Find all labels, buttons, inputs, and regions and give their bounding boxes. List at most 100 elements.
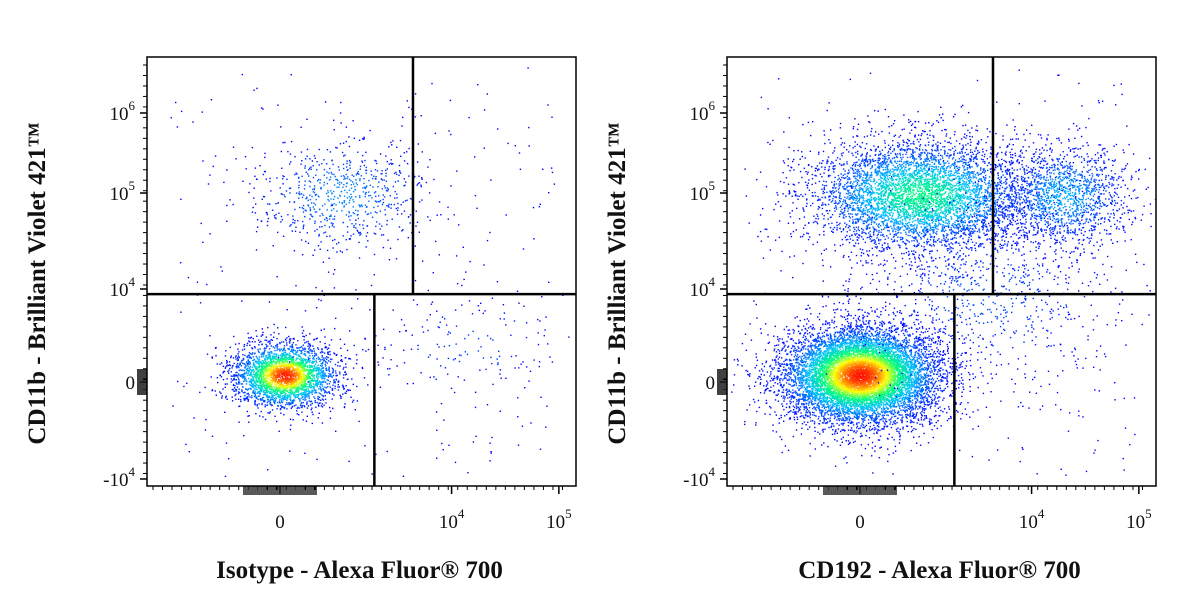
event-dot: [247, 392, 249, 395]
event-dot: [278, 375, 280, 378]
event-dot: [244, 397, 246, 400]
event-dot: [296, 173, 298, 175]
event-dot: [380, 178, 383, 180]
event-dot: [343, 178, 345, 180]
event-dot: [320, 188, 322, 190]
event-dot: [288, 394, 290, 397]
event-dot: [295, 226, 297, 228]
event-dot: [207, 183, 210, 185]
event-dot: [308, 373, 311, 375]
event-dot: [290, 350, 292, 352]
event-dot: [390, 141, 392, 144]
event-dot: [325, 346, 328, 348]
event-dot: [287, 356, 290, 358]
event-dot: [842, 342, 845, 345]
event-dot: [384, 214, 387, 216]
event-dot: [263, 368, 266, 370]
event-dot: [378, 200, 381, 203]
event-dot: [227, 364, 229, 367]
event-dot: [318, 196, 320, 198]
event-dot: [353, 175, 355, 177]
event-dot: [300, 372, 303, 374]
event-dot: [302, 381, 304, 383]
event-dot: [379, 210, 381, 212]
event-dot: [307, 199, 309, 202]
event-dot: [293, 375, 295, 378]
event-dot: [267, 369, 269, 371]
event-dot: [385, 180, 388, 182]
event-dot: [310, 381, 312, 383]
event-dot: [545, 426, 547, 428]
event-dot: [353, 344, 355, 347]
event-dot: [254, 341, 256, 343]
event-dot: [285, 356, 287, 358]
event-dot: [930, 361, 932, 364]
event-dot: [247, 360, 250, 363]
event-dot: [321, 367, 324, 369]
event-dot: [253, 388, 256, 390]
event-dot: [286, 384, 289, 387]
event-dot: [255, 375, 258, 377]
event-dot: [278, 430, 280, 432]
event-dot: [193, 417, 195, 419]
event-dot: [467, 334, 470, 336]
event-dot: [292, 365, 295, 367]
event-dot: [274, 380, 277, 382]
event-dot: [301, 396, 304, 399]
event-dot: [260, 385, 262, 387]
event-dot: [366, 225, 369, 227]
event-dot: [374, 211, 376, 213]
event-dot: [302, 366, 304, 368]
event-dot: [363, 136, 365, 139]
event-dot: [543, 335, 545, 337]
event-dot: [377, 186, 379, 188]
event-dot: [280, 150, 282, 153]
event-dot: [370, 170, 372, 172]
event-dot: [285, 373, 287, 375]
event-dot: [242, 362, 244, 365]
event-dot: [355, 219, 357, 221]
event-dot: [302, 220, 304, 223]
event-dot: [304, 366, 306, 368]
event-dot: [328, 257, 330, 259]
event-dot: [243, 348, 246, 350]
event-dot: [300, 151, 303, 153]
event-dot: [277, 361, 280, 363]
event-dot: [282, 390, 284, 393]
event-dot: [245, 168, 247, 170]
event-dot: [302, 344, 304, 346]
event-dot: [454, 309, 457, 311]
event-dot: [890, 330, 892, 333]
event-dot: [293, 382, 295, 384]
event-dot: [287, 387, 289, 390]
event-dot: [249, 183, 251, 185]
event-dot: [313, 375, 315, 377]
event-dot: [390, 344, 392, 346]
event-dot: [895, 389, 897, 391]
event-dot: [256, 367, 258, 370]
event-dot: [298, 407, 300, 409]
event-dot: [355, 182, 358, 184]
event-dot: [913, 436, 915, 438]
event-dot: [275, 361, 277, 363]
event-dot: [252, 386, 254, 389]
event-dot: [317, 397, 319, 400]
event-dot: [323, 181, 326, 184]
event-dot: [243, 397, 245, 400]
event-dot: [251, 348, 254, 350]
event-dot: [309, 380, 311, 382]
event-dot: [464, 351, 466, 353]
event-dot: [318, 368, 320, 370]
event-dot: [274, 370, 276, 372]
event-dot: [277, 370, 280, 373]
event-dot: [257, 371, 260, 373]
event-dot: [317, 369, 320, 372]
event-dot: [296, 410, 298, 412]
event-dot: [249, 365, 252, 368]
event-dot: [328, 367, 330, 369]
event-dot: [320, 390, 322, 392]
event-dot: [300, 406, 303, 409]
event-dot: [269, 373, 272, 375]
event-dot: [250, 388, 252, 390]
event-dot: [259, 398, 261, 401]
